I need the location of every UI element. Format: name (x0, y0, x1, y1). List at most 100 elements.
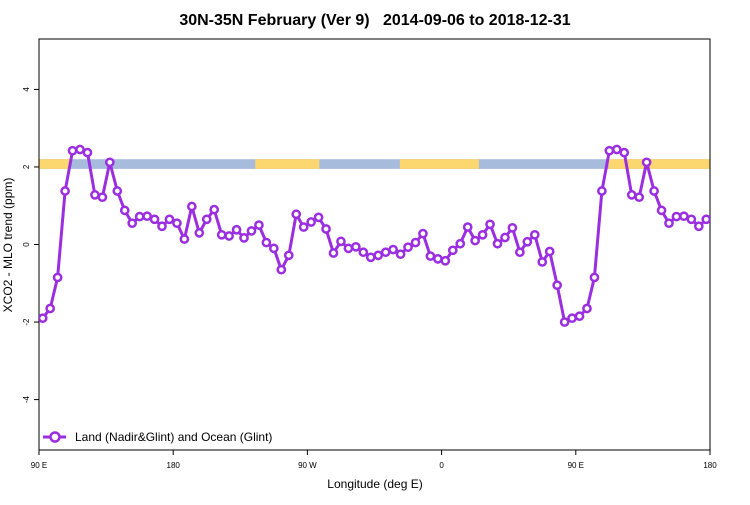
data-point (597, 186, 607, 196)
data-point (589, 272, 600, 283)
data-point (82, 147, 93, 158)
data-point (306, 217, 316, 227)
data-point (60, 186, 70, 196)
data-point (149, 214, 160, 225)
data-point (365, 252, 376, 263)
data-point (664, 218, 674, 229)
data-point (693, 221, 704, 232)
data-point (544, 246, 555, 257)
data-point (134, 211, 145, 222)
data-point (529, 229, 540, 240)
plot-frame (38, 38, 711, 451)
data-point (403, 242, 413, 253)
data-point (418, 228, 428, 239)
data-point (276, 264, 287, 275)
data-point (52, 272, 63, 283)
series-layer (39, 144, 710, 327)
x-tick-label: 90 E (568, 461, 584, 470)
data-point (582, 303, 592, 314)
land-band (39, 159, 71, 169)
chart-title: 30N-35N February (Ver 9) 2014-09-06 to 2… (179, 12, 570, 29)
data-point (380, 247, 391, 258)
data-point (686, 214, 697, 225)
data-point (201, 214, 212, 225)
ocean-band (39, 159, 710, 169)
data-point (552, 280, 563, 291)
data-point (343, 243, 354, 254)
legend-marker-swatch (49, 431, 61, 443)
data-point (425, 251, 436, 261)
data-point (619, 147, 630, 158)
data-point (641, 157, 652, 168)
data-point (246, 226, 257, 236)
data-point (395, 249, 406, 260)
data-point (186, 201, 197, 212)
legend: Land (Nadir&Glint) and Ocean (Glint) (43, 430, 272, 444)
data-point (179, 234, 190, 244)
data-point (142, 211, 152, 222)
data-point (45, 303, 56, 314)
data-point (224, 231, 234, 241)
data-point (485, 219, 495, 230)
data-point (455, 238, 466, 249)
data-point (336, 236, 346, 247)
data-point (172, 218, 182, 229)
data-point (462, 222, 473, 232)
data-point (67, 145, 78, 156)
data-point (559, 317, 570, 327)
x-tick-label: 90 E (31, 461, 47, 470)
data-point (39, 313, 48, 324)
x-axis: 90 E 180 90 W 0 90 E 180 (31, 450, 717, 470)
data-point (470, 235, 480, 246)
data-point (127, 218, 138, 229)
data-point (477, 229, 488, 240)
data-point (500, 232, 510, 243)
land-band (255, 159, 320, 169)
data-point (157, 221, 167, 232)
y-axis: -4 -2 0 2 4 (22, 87, 39, 403)
data-point (388, 244, 398, 255)
data-point (90, 190, 100, 200)
data-point (216, 229, 227, 240)
data-point (634, 192, 645, 203)
y-axis-label: XCO2 - MLO trend (ppm) (1, 178, 15, 313)
data-point (119, 205, 130, 216)
land-band (399, 159, 479, 169)
y-tick-label: 0 (22, 242, 31, 247)
land-band (608, 159, 710, 169)
surface-type-band (39, 159, 710, 169)
data-point (671, 211, 682, 222)
data-point (321, 224, 331, 234)
data-point (239, 233, 249, 243)
data-point (209, 204, 220, 215)
data-point (611, 144, 622, 155)
x-tick-label: 180 (167, 461, 181, 470)
data-point (626, 190, 637, 200)
data-point (574, 311, 585, 322)
data-point (507, 222, 518, 233)
y-tick-label: 2 (22, 164, 31, 169)
data-point (313, 212, 324, 223)
x-tick-label: 90 W (298, 461, 317, 470)
x-axis-label: Longitude (deg E) (327, 477, 422, 491)
data-point (351, 241, 361, 252)
data-point (604, 145, 615, 156)
data-point (291, 209, 302, 220)
x-tick-label: 180 (703, 461, 717, 470)
data-point (537, 257, 548, 267)
data-point (112, 186, 123, 196)
data-point (373, 250, 384, 261)
data-point (649, 186, 659, 196)
legend-label: Land (Nadir&Glint) and Ocean (Glint) (75, 430, 272, 444)
data-point (75, 144, 85, 155)
y-tick-label: 4 (22, 87, 31, 92)
data-point (283, 250, 294, 261)
data-point (410, 237, 421, 248)
data-point (298, 222, 309, 232)
data-point (261, 237, 272, 248)
data-point (269, 243, 279, 254)
data-point (567, 313, 577, 324)
data-point (164, 214, 175, 225)
